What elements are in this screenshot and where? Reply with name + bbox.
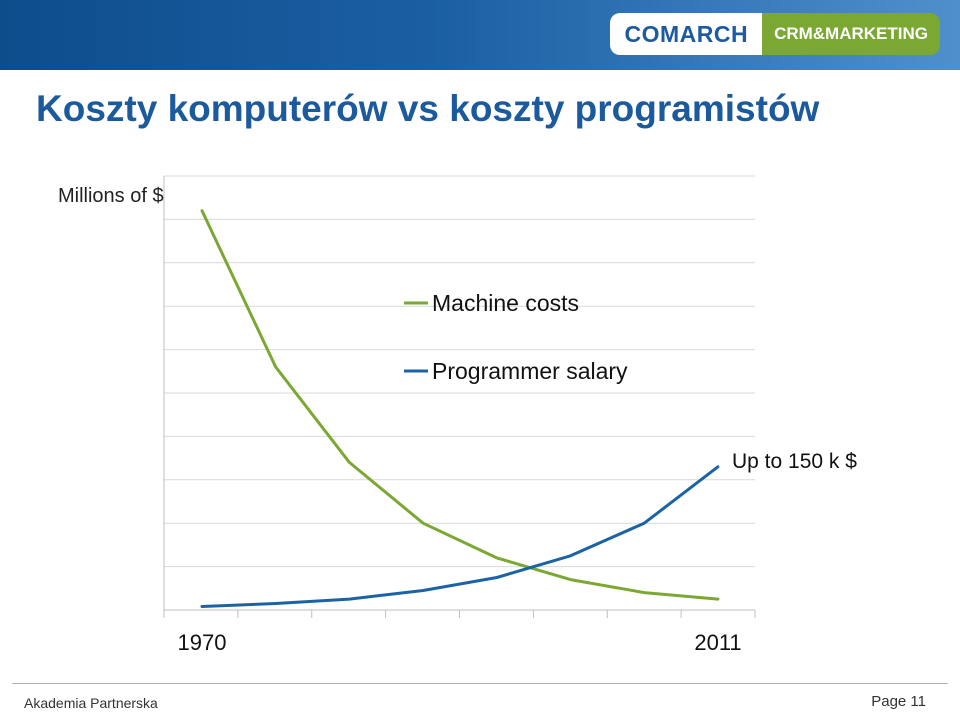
chart-gridlines <box>164 175 755 568</box>
line-chart: Machine costs Programmer salary Millions … <box>58 175 857 655</box>
chart-legend: Machine costs Programmer salary <box>404 290 628 384</box>
page-number: Page 11 <box>871 693 926 710</box>
legend-programmer-salary-label: Programmer salary <box>432 358 628 384</box>
x-tick-label-end: 2011 <box>694 630 741 655</box>
slide-title: Koszty komputerów vs koszty programistów <box>36 88 820 129</box>
comarch-logo-text: COMARCH <box>610 13 763 55</box>
brand-logo: COMARCH CRM&MARKETING <box>610 13 940 55</box>
footer-divider <box>12 683 948 684</box>
chart-series <box>200 209 720 608</box>
crm-marketing-logo-text: CRM&MARKETING <box>762 13 940 55</box>
x-tick-label-start: 1970 <box>178 630 227 655</box>
chart-annotation: Up to 150 k $ <box>732 450 857 473</box>
legend-machine-costs-label: Machine costs <box>432 290 579 316</box>
footer-left-text: Akademia Partnerska <box>24 695 158 711</box>
chart-axes <box>163 176 756 618</box>
series-programmer-salary-line <box>200 465 720 608</box>
header-bar: COMARCH CRM&MARKETING <box>0 0 960 70</box>
y-axis-label: Millions of $ <box>58 185 164 207</box>
series-machine-costs-line <box>200 209 720 601</box>
